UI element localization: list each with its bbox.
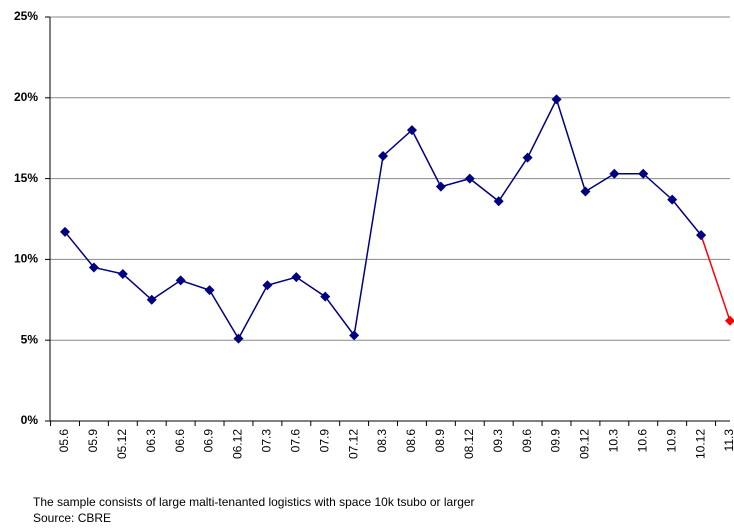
point — [378, 150, 389, 161]
point — [435, 181, 446, 192]
x-tick-label: 06.12 — [231, 429, 245, 459]
point — [146, 294, 157, 305]
series-line — [700, 234, 731, 322]
series-line — [64, 97, 702, 341]
x-tick-label: 08.6 — [404, 429, 418, 453]
y-tick-label: 10% — [14, 252, 38, 266]
x-tick-label: 09.9 — [549, 429, 563, 453]
y-tick-label: 5% — [21, 332, 39, 346]
x-tick-label: 08.9 — [433, 429, 447, 453]
footnote: The sample consists of large malti-tenan… — [33, 495, 475, 509]
point — [522, 152, 533, 163]
x-tick-label: 10.6 — [635, 429, 649, 453]
x-tick-label: 05.6 — [57, 429, 71, 453]
x-tick-label: 11.3 — [722, 429, 734, 452]
x-tick-label: 09.12 — [578, 429, 592, 459]
point — [493, 196, 504, 207]
point — [233, 333, 244, 344]
point — [60, 226, 70, 237]
x-tick-label: 10.9 — [664, 429, 678, 453]
point — [320, 291, 331, 302]
point — [609, 168, 620, 179]
point — [349, 330, 360, 341]
footnote: Source: CBRE — [33, 511, 111, 525]
y-tick-label: 0% — [21, 413, 39, 427]
x-tick-label: 07.9 — [317, 429, 331, 453]
point — [117, 268, 128, 279]
point — [175, 275, 186, 286]
point — [262, 280, 273, 291]
x-tick-label: 10.3 — [607, 429, 621, 453]
point — [464, 173, 475, 184]
y-tick-label: 25% — [14, 9, 38, 23]
x-tick-label: 05.12 — [115, 429, 129, 459]
x-tick-label: 05.9 — [86, 429, 100, 453]
point — [638, 168, 649, 179]
x-tick-label: 08.3 — [375, 429, 389, 453]
point — [406, 125, 417, 136]
point — [725, 315, 734, 326]
x-tick-label: 08.12 — [462, 429, 476, 459]
y-tick-label: 20% — [14, 90, 38, 104]
x-tick-label: 06.3 — [144, 429, 158, 453]
x-tick-label: 09.6 — [520, 429, 534, 453]
x-tick-label: 06.9 — [202, 429, 216, 453]
x-tick-label: 06.6 — [173, 429, 187, 453]
point — [204, 285, 215, 296]
point — [696, 230, 707, 241]
x-tick-label: 07.6 — [288, 429, 302, 453]
x-tick-label: 07.3 — [260, 429, 274, 453]
point — [291, 272, 302, 283]
y-tick-label: 15% — [14, 171, 38, 185]
x-tick-label: 10.12 — [693, 429, 707, 459]
x-tick-label: 07.12 — [346, 429, 360, 459]
point — [580, 186, 591, 197]
point — [88, 262, 99, 273]
point — [551, 94, 562, 105]
x-tick-label: 09.3 — [491, 429, 505, 453]
point — [667, 194, 678, 205]
